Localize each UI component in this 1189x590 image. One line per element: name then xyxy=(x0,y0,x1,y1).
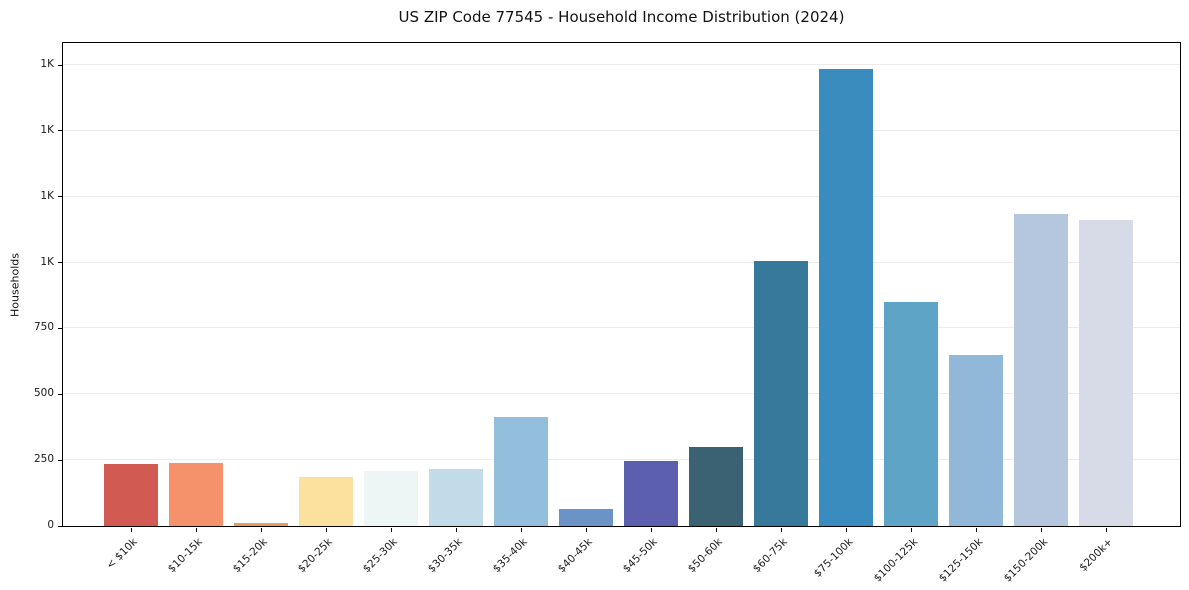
gridline xyxy=(63,327,1180,329)
y-tick-mark xyxy=(58,525,62,527)
y-tick-label: 0 xyxy=(47,519,54,531)
gridline xyxy=(63,64,1180,66)
bar-$25-30k xyxy=(364,470,418,526)
x-tick-mark xyxy=(521,527,522,532)
x-tick-mark xyxy=(846,527,847,532)
x-tick-label: $100-125k xyxy=(871,536,920,585)
y-tick-mark xyxy=(58,262,62,264)
y-tick-label: 1K xyxy=(40,58,54,71)
x-tick-mark xyxy=(131,527,132,532)
x-tick-label: $30-35k xyxy=(425,536,465,576)
bar-$30-35k xyxy=(429,469,483,526)
y-tick-mark xyxy=(58,64,62,66)
x-tick-mark xyxy=(911,527,912,532)
bar-$150-200k xyxy=(1014,213,1068,526)
plot-area xyxy=(62,42,1181,527)
y-tick-mark xyxy=(58,327,62,329)
bar-< $10k xyxy=(104,464,158,526)
x-tick-mark xyxy=(1106,527,1107,532)
x-tick-label: $15-20k xyxy=(230,536,270,576)
y-tick-mark xyxy=(58,459,62,461)
y-tick-label: 1K xyxy=(40,189,54,202)
x-tick-label: $45-50k xyxy=(620,536,660,576)
bar-$75-100k xyxy=(819,69,873,526)
gridline xyxy=(63,393,1180,395)
y-tick-mark xyxy=(58,393,62,395)
chart-title: US ZIP Code 77545 - Household Income Dis… xyxy=(398,8,845,26)
bar-$40-45k xyxy=(559,508,613,526)
x-tick-label: $150-200k xyxy=(1001,536,1050,585)
bar-$15-20k xyxy=(234,522,288,526)
x-tick-mark xyxy=(976,527,977,532)
x-tick-label: $50-60k xyxy=(685,536,725,576)
bar-$100-125k xyxy=(884,302,938,526)
gridline xyxy=(63,129,1180,131)
y-tick-label: 250 xyxy=(33,453,54,466)
x-tick-label: $125-150k xyxy=(936,536,985,585)
y-tick-label: 1K xyxy=(40,123,54,136)
x-tick-mark xyxy=(716,527,717,532)
y-tick-label: 750 xyxy=(33,321,54,334)
x-tick-mark xyxy=(391,527,392,532)
x-tick-label: $20-25k xyxy=(295,536,335,576)
x-tick-label: $40-45k xyxy=(555,536,595,576)
bar-$45-50k xyxy=(624,460,678,526)
bar-$35-40k xyxy=(494,416,548,526)
bar-$20-25k xyxy=(299,477,353,526)
x-tick-mark xyxy=(456,527,457,532)
x-tick-label: $75-100k xyxy=(811,536,855,580)
y-tick-mark xyxy=(58,196,62,198)
x-tick-mark xyxy=(326,527,327,532)
y-tick-mark xyxy=(58,130,62,132)
gridline xyxy=(63,195,1180,197)
x-tick-mark xyxy=(586,527,587,532)
bar-$60-75k xyxy=(754,261,808,526)
bar-$125-150k xyxy=(949,354,1003,526)
bar-$50-60k xyxy=(689,446,743,526)
y-tick-label: 500 xyxy=(33,387,54,400)
x-tick-label: $10-15k xyxy=(165,536,205,576)
bar-$10-15k xyxy=(169,462,223,526)
x-tick-mark xyxy=(1041,527,1042,532)
x-tick-label: $25-30k xyxy=(360,536,400,576)
x-tick-label: $200k+ xyxy=(1077,536,1115,574)
x-tick-mark xyxy=(781,527,782,532)
x-tick-label: $35-40k xyxy=(490,536,530,576)
x-tick-mark xyxy=(196,527,197,532)
gridline xyxy=(63,261,1180,263)
y-tick-label: 1K xyxy=(40,255,54,268)
x-tick-label: $60-75k xyxy=(750,536,790,576)
x-tick-label: < $10k xyxy=(104,536,140,572)
bar-$200k+ xyxy=(1079,220,1133,526)
gridline xyxy=(63,459,1180,461)
x-tick-mark xyxy=(651,527,652,532)
x-tick-mark xyxy=(261,527,262,532)
